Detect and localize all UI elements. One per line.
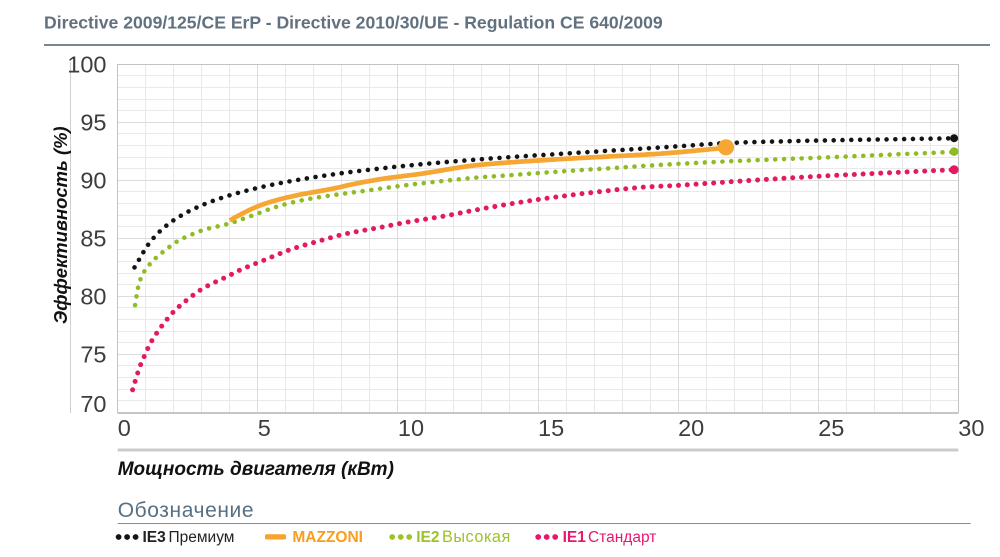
svg-text:MAZZONI: MAZZONI bbox=[292, 529, 363, 546]
svg-text:IE2: IE2 bbox=[416, 529, 439, 546]
svg-text:100: 100 bbox=[67, 52, 106, 78]
svg-text:Обозначение: Обозначение bbox=[118, 499, 254, 522]
svg-text:0: 0 bbox=[118, 415, 131, 441]
svg-text:15: 15 bbox=[538, 415, 564, 441]
svg-text:Стандарт: Стандарт bbox=[588, 529, 656, 546]
svg-text:80: 80 bbox=[80, 284, 106, 310]
svg-text:Мощность двигателя (кВт): Мощность двигателя (кВт) bbox=[118, 459, 394, 480]
svg-text:25: 25 bbox=[818, 415, 844, 441]
svg-text:10: 10 bbox=[398, 415, 424, 441]
svg-text:70: 70 bbox=[80, 391, 106, 417]
svg-text:30: 30 bbox=[958, 415, 984, 441]
svg-text:20: 20 bbox=[678, 415, 704, 441]
svg-text:5: 5 bbox=[258, 415, 271, 441]
svg-text:Directive 2009/125/CE ErP - Di: Directive 2009/125/CE ErP - Directive 20… bbox=[44, 13, 663, 33]
svg-text:90: 90 bbox=[80, 168, 106, 194]
svg-text:IE1: IE1 bbox=[563, 529, 587, 546]
svg-text:Премиум: Премиум bbox=[169, 529, 235, 546]
svg-text:Эффективность (%): Эффективность (%) bbox=[50, 126, 71, 324]
svg-text:Высокая: Высокая bbox=[442, 528, 511, 546]
svg-text:IE3: IE3 bbox=[143, 529, 167, 546]
svg-text:75: 75 bbox=[80, 342, 106, 368]
svg-text:85: 85 bbox=[80, 226, 106, 252]
svg-text:95: 95 bbox=[80, 110, 106, 136]
